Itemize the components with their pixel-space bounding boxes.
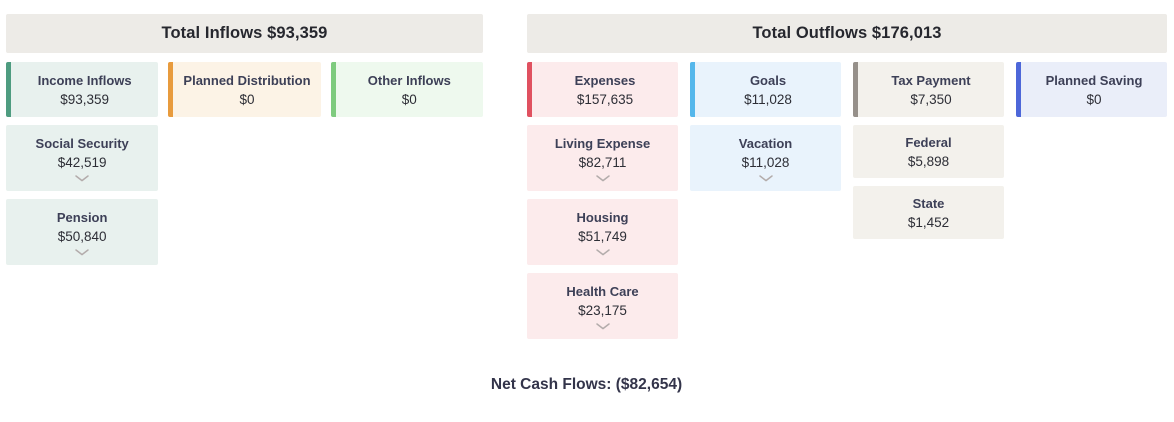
card-value: $0 xyxy=(1086,91,1102,107)
outflows-header: Total Outflows $176,013 xyxy=(527,14,1167,53)
card-label: Vacation xyxy=(738,135,793,151)
card-health-care[interactable]: Health Care $23,175 xyxy=(527,273,678,339)
card-label: Social Security xyxy=(35,135,129,151)
card-label: Income Inflows xyxy=(37,72,132,88)
chevron-down-icon[interactable] xyxy=(75,174,89,183)
card-label: Housing xyxy=(576,209,629,225)
card-label: Health Care xyxy=(566,283,639,299)
inflows-columns: Income Inflows $93,359 Social Security $42,… xyxy=(6,62,483,265)
inflows-header-title: Total Inflows $93,359 xyxy=(161,24,328,42)
card-value: $0 xyxy=(401,91,417,107)
inflows-section: Total Inflows $93,359 Income Inflows $93,… xyxy=(6,14,483,339)
card-federal: Federal $5,898 xyxy=(853,125,1004,178)
card-value: $42,519 xyxy=(57,154,107,170)
card-label: Planned Saving xyxy=(1045,72,1143,88)
card-value: $93,359 xyxy=(60,91,110,107)
card-value: $23,175 xyxy=(578,302,627,318)
card-living-expense[interactable]: Living Expense $82,711 xyxy=(527,125,678,191)
outflows-section: Total Outflows $176,013 Expenses $157,635… xyxy=(527,14,1167,339)
card-goals: Goals $11,028 xyxy=(690,62,841,117)
card-value: $157,635 xyxy=(576,91,634,107)
flow-sections: Total Inflows $93,359 Income Inflows $93,… xyxy=(6,14,1167,339)
card-value: $0 xyxy=(239,91,255,107)
outflows-columns: Expenses $157,635 Living Expense $82,711 Hou… xyxy=(527,62,1167,339)
column-tax-payment: Tax Payment $7,350 Federal $5,898 State $1,45… xyxy=(853,62,1004,339)
card-label: Expenses xyxy=(574,72,636,88)
card-label: Other Inflows xyxy=(367,72,451,88)
card-expenses: Expenses $157,635 xyxy=(527,62,678,117)
column-expenses: Expenses $157,635 Living Expense $82,711 Hou… xyxy=(527,62,678,339)
card-tax-payment: Tax Payment $7,350 xyxy=(853,62,1004,117)
chevron-down-icon[interactable] xyxy=(595,322,610,331)
column-goals: Goals $11,028 Vacation $11,028 xyxy=(690,62,841,339)
chevron-down-icon[interactable] xyxy=(595,248,610,257)
inflows-header: Total Inflows $93,359 xyxy=(6,14,483,53)
card-value: $50,840 xyxy=(57,228,107,244)
card-value: $11,028 xyxy=(744,91,792,107)
column-planned-saving: Planned Saving $0 xyxy=(1016,62,1167,339)
card-income-inflows: Income Inflows $93,359 xyxy=(6,62,159,117)
card-label: Goals xyxy=(749,72,787,88)
card-value: $1,452 xyxy=(907,214,950,230)
card-housing[interactable]: Housing $51,749 xyxy=(527,199,678,265)
card-label: Living Expense xyxy=(554,135,651,151)
column-income-inflows: Income Inflows $93,359 Social Security $42,… xyxy=(6,62,159,265)
chevron-down-icon[interactable] xyxy=(595,174,610,183)
card-social-security[interactable]: Social Security $42,519 xyxy=(6,125,159,191)
card-value: $82,711 xyxy=(578,154,627,170)
card-value: $11,028 xyxy=(741,154,790,170)
card-planned-distribution: Planned Distribution $0 xyxy=(168,62,321,117)
column-other-inflows: Other Inflows $0 xyxy=(330,62,483,265)
card-label: Pension xyxy=(56,209,108,225)
card-pension[interactable]: Pension $50,840 xyxy=(6,199,159,265)
column-planned-distribution: Planned Distribution $0 xyxy=(168,62,321,265)
card-value: $7,350 xyxy=(910,91,952,107)
card-value: $5,898 xyxy=(907,153,950,169)
card-state: State $1,452 xyxy=(853,186,1004,239)
chevron-down-icon[interactable] xyxy=(758,174,773,183)
cash-flow-page: Total Inflows $93,359 Income Inflows $93,… xyxy=(6,14,1167,393)
card-vacation[interactable]: Vacation $11,028 xyxy=(690,125,841,191)
card-planned-saving: Planned Saving $0 xyxy=(1016,62,1167,117)
card-label: Federal xyxy=(905,134,952,150)
card-label: Tax Payment xyxy=(891,72,971,88)
chevron-down-icon[interactable] xyxy=(75,248,89,257)
card-other-inflows: Other Inflows $0 xyxy=(330,62,483,117)
card-value: $51,749 xyxy=(578,228,627,244)
card-label: State xyxy=(912,195,945,211)
card-label: Planned Distribution xyxy=(183,72,311,88)
net-cash-flows-label: Net Cash Flows: ($82,654) xyxy=(490,376,683,393)
outflows-header-title: Total Outflows $176,013 xyxy=(752,24,942,42)
